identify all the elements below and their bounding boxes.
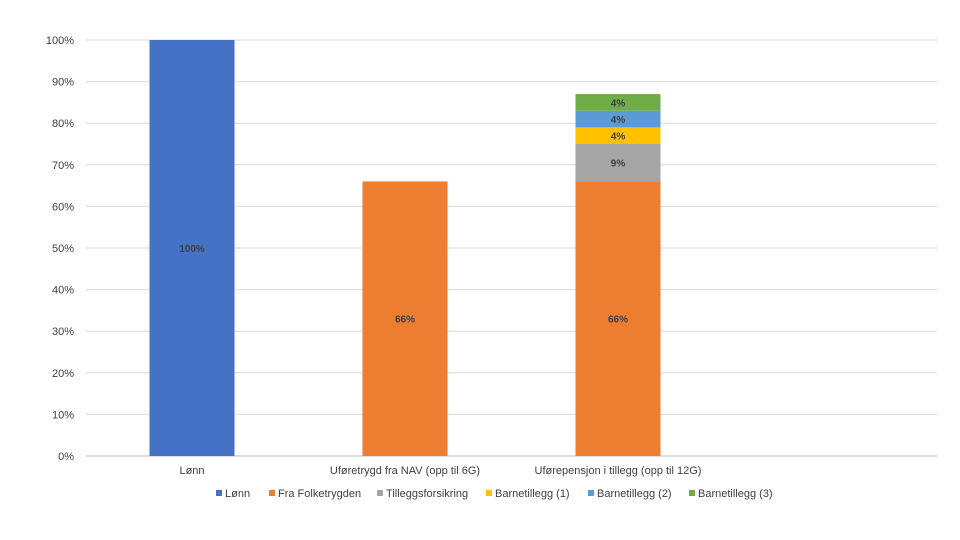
legend-label: Barnetillegg (2) (597, 488, 672, 500)
y-tick-label: 0% (58, 451, 74, 463)
data-label: 4% (611, 98, 626, 109)
bar-segment (575, 110, 661, 128)
bar-segment (575, 144, 661, 182)
y-tick-label: 10% (52, 409, 74, 421)
legend-swatch (689, 490, 695, 496)
legend-label: Lønn (225, 488, 250, 500)
y-tick-label: 100% (46, 35, 74, 47)
x-category-label: Lønn (179, 465, 204, 477)
bar-segment (575, 94, 661, 111)
y-tick-label: 80% (52, 118, 74, 130)
y-tick-label: 90% (52, 77, 74, 89)
y-tick-label: 60% (52, 201, 74, 213)
y-tick-label: 70% (52, 160, 74, 172)
legend: Lønn Fra Folketrygden Tilleggsforsikring Ba… (216, 488, 773, 500)
legend-swatch (269, 490, 275, 496)
bar-segment (362, 181, 448, 456)
x-category-label: Uførepensjon i tillegg (opp til 12G) (535, 465, 702, 477)
legend-label: Fra Folketrygden (278, 488, 361, 500)
data-label: 66% (395, 315, 415, 326)
y-axis: 0% 10% 20% 30% 40% 50% 60% 70% 80% 90% 100% (46, 35, 74, 463)
legend-swatch (486, 490, 492, 496)
legend-label: Barnetillegg (1) (495, 488, 570, 500)
legend-swatch (216, 490, 222, 496)
bar-segment (575, 127, 661, 144)
x-axis: Lønn Uføretrygd fra NAV (opp til 6G) Uføre… (179, 465, 701, 477)
data-label: 9% (611, 159, 626, 170)
legend-swatch (377, 490, 383, 496)
y-tick-label: 30% (52, 326, 74, 338)
y-tick-label: 40% (52, 285, 74, 297)
legend-swatch (588, 490, 594, 496)
data-label: 100% (179, 244, 205, 255)
bar-segment (149, 40, 235, 456)
bars: 100% 66% 66% 9% 4% 4% 4% (149, 40, 661, 456)
data-label: 4% (611, 132, 626, 143)
x-category-label: Uføretrygd fra NAV (opp til 6G) (330, 465, 480, 477)
y-tick-label: 50% (52, 243, 74, 255)
data-label: 66% (608, 315, 628, 326)
legend-label: Barnetillegg (3) (698, 488, 773, 500)
y-tick-label: 20% (52, 368, 74, 380)
bar-segment (575, 181, 661, 456)
data-label: 4% (611, 115, 626, 126)
legend-label: Tilleggsforsikring (386, 488, 468, 500)
